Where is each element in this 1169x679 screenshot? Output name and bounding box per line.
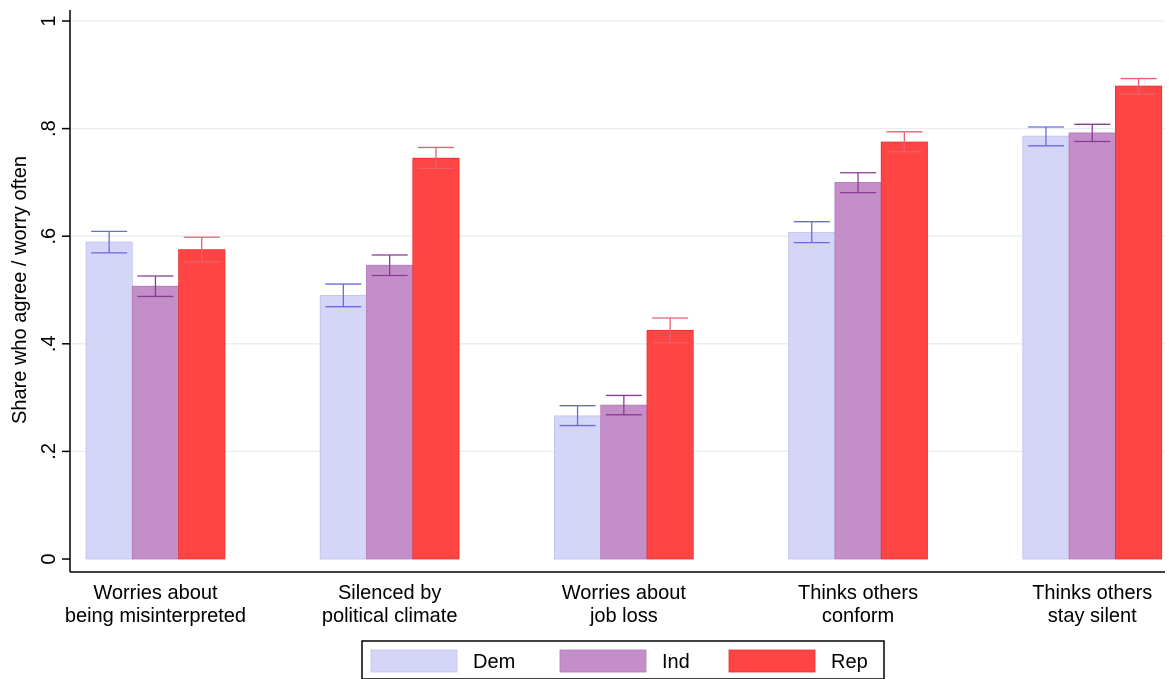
y-tick-label: 0 bbox=[38, 553, 60, 564]
bar-rep-2 bbox=[646, 329, 694, 560]
bar-ind-2 bbox=[600, 404, 648, 560]
category-label: Worries about bbox=[93, 582, 218, 604]
legend-label-ind: Ind bbox=[662, 651, 690, 673]
axes bbox=[62, 10, 1165, 573]
bar-ind-1 bbox=[366, 264, 414, 560]
legend-swatch-dem bbox=[370, 649, 458, 673]
category-label: being misinterpreted bbox=[65, 605, 246, 627]
legend-label-rep: Rep bbox=[831, 651, 868, 673]
bar-rep-0 bbox=[178, 249, 226, 560]
legend-swatch-rep bbox=[728, 649, 816, 673]
bar-rep-1 bbox=[412, 157, 460, 560]
y-tick-label: .4 bbox=[38, 335, 60, 352]
bar-ind-4 bbox=[1068, 132, 1116, 560]
category-label: political climate bbox=[322, 605, 458, 627]
bar-dem-2 bbox=[554, 415, 602, 560]
category-label: job loss bbox=[589, 605, 658, 627]
bar-ind-0 bbox=[131, 285, 180, 560]
category-label: Thinks others bbox=[1032, 582, 1152, 604]
bar-ind-3 bbox=[834, 181, 882, 560]
bars bbox=[85, 85, 1163, 560]
y-tick-labels: 0 .2 .4 .6 .8 1 bbox=[38, 15, 60, 564]
category-label: stay silent bbox=[1048, 605, 1137, 627]
legend-label-dem: Dem bbox=[473, 651, 515, 673]
legend-swatch-ind bbox=[559, 649, 647, 673]
legend: Dem Ind Rep bbox=[361, 640, 885, 679]
bar-dem-0 bbox=[85, 241, 133, 560]
category-label: Thinks others bbox=[798, 582, 918, 604]
y-axis-title: Share who agree / worry often bbox=[9, 156, 31, 424]
bar-dem-4 bbox=[1022, 135, 1070, 560]
y-tick-label: .2 bbox=[38, 443, 60, 460]
bar-dem-1 bbox=[319, 294, 367, 560]
bar-rep-3 bbox=[880, 141, 928, 560]
category-label: Worries about bbox=[562, 582, 687, 604]
gridlines bbox=[70, 20, 1165, 453]
error-bars bbox=[91, 77, 1157, 427]
category-label: Silenced by bbox=[338, 582, 441, 604]
category-label: conform bbox=[822, 605, 894, 627]
y-tick-label: .6 bbox=[38, 228, 60, 245]
y-tick-label: 1 bbox=[38, 15, 60, 26]
bar-dem-3 bbox=[788, 232, 836, 560]
bar-rep-4 bbox=[1115, 85, 1163, 560]
y-tick-label: .8 bbox=[38, 120, 60, 137]
